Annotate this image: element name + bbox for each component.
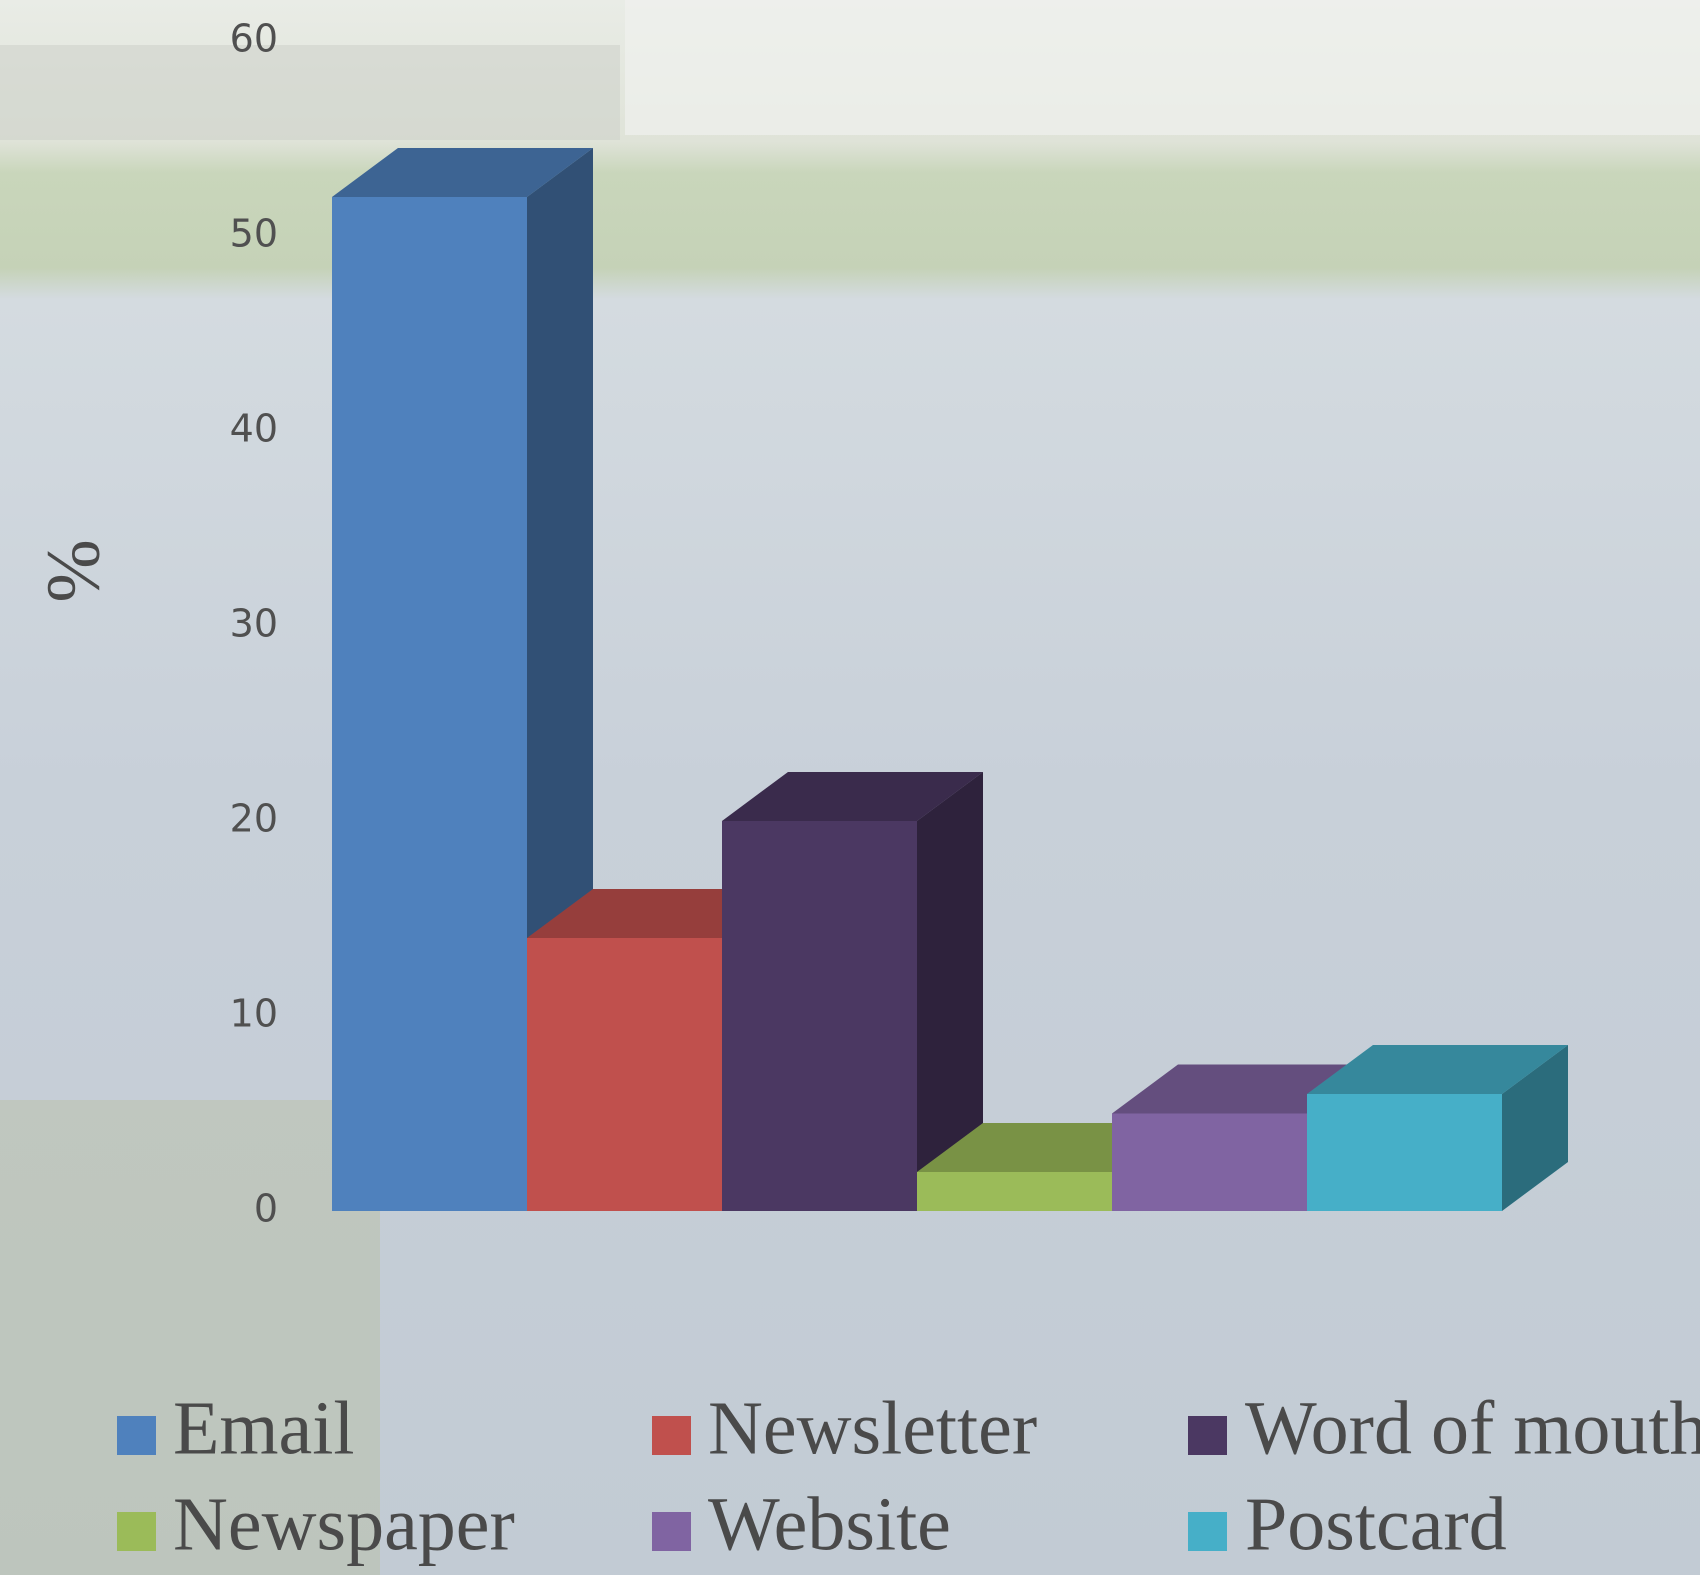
y-tick-label: 30 (230, 602, 278, 646)
bar (332, 197, 527, 1211)
bar-side (1502, 1045, 1568, 1211)
legend-label: Email (173, 1386, 355, 1470)
legend-label: Postcard (1245, 1482, 1507, 1566)
background-barn (625, 0, 1700, 135)
legend-label: Website (708, 1482, 951, 1566)
legend-swatch (1188, 1416, 1227, 1455)
legend-swatch (1188, 1512, 1227, 1551)
legend-label: Newsletter (708, 1386, 1037, 1470)
legend-swatch (117, 1416, 156, 1455)
bar-side-shade (1502, 1045, 1568, 1211)
y-tick-label: 40 (230, 407, 278, 451)
legend-swatch (117, 1512, 156, 1551)
bar-top-shade (332, 148, 593, 197)
bar-top (332, 148, 593, 197)
legend-label: Word of mouth (1245, 1386, 1700, 1470)
bar-side-shade (917, 772, 983, 1211)
y-tick-label: 10 (230, 992, 278, 1036)
y-tick-label: 20 (230, 797, 278, 841)
y-tick-label: 60 (230, 17, 278, 61)
bar (917, 1172, 1112, 1211)
bar-top (722, 772, 983, 821)
bar-top (1307, 1045, 1568, 1094)
y-tick-label: 0 (254, 1187, 278, 1231)
bar (527, 938, 722, 1211)
background-reeds (0, 1100, 380, 1575)
legend-swatch (652, 1512, 691, 1551)
y-axis-label: % (31, 539, 115, 602)
bar-side (917, 772, 983, 1211)
bar-top-shade (1307, 1045, 1568, 1094)
bar (1112, 1113, 1307, 1211)
bar (1307, 1094, 1502, 1211)
bar (722, 821, 917, 1211)
bar-top-shade (722, 772, 983, 821)
y-tick-label: 50 (230, 212, 278, 256)
background-building (0, 45, 620, 140)
legend-swatch (652, 1416, 691, 1455)
legend-label: Newspaper (173, 1482, 515, 1566)
